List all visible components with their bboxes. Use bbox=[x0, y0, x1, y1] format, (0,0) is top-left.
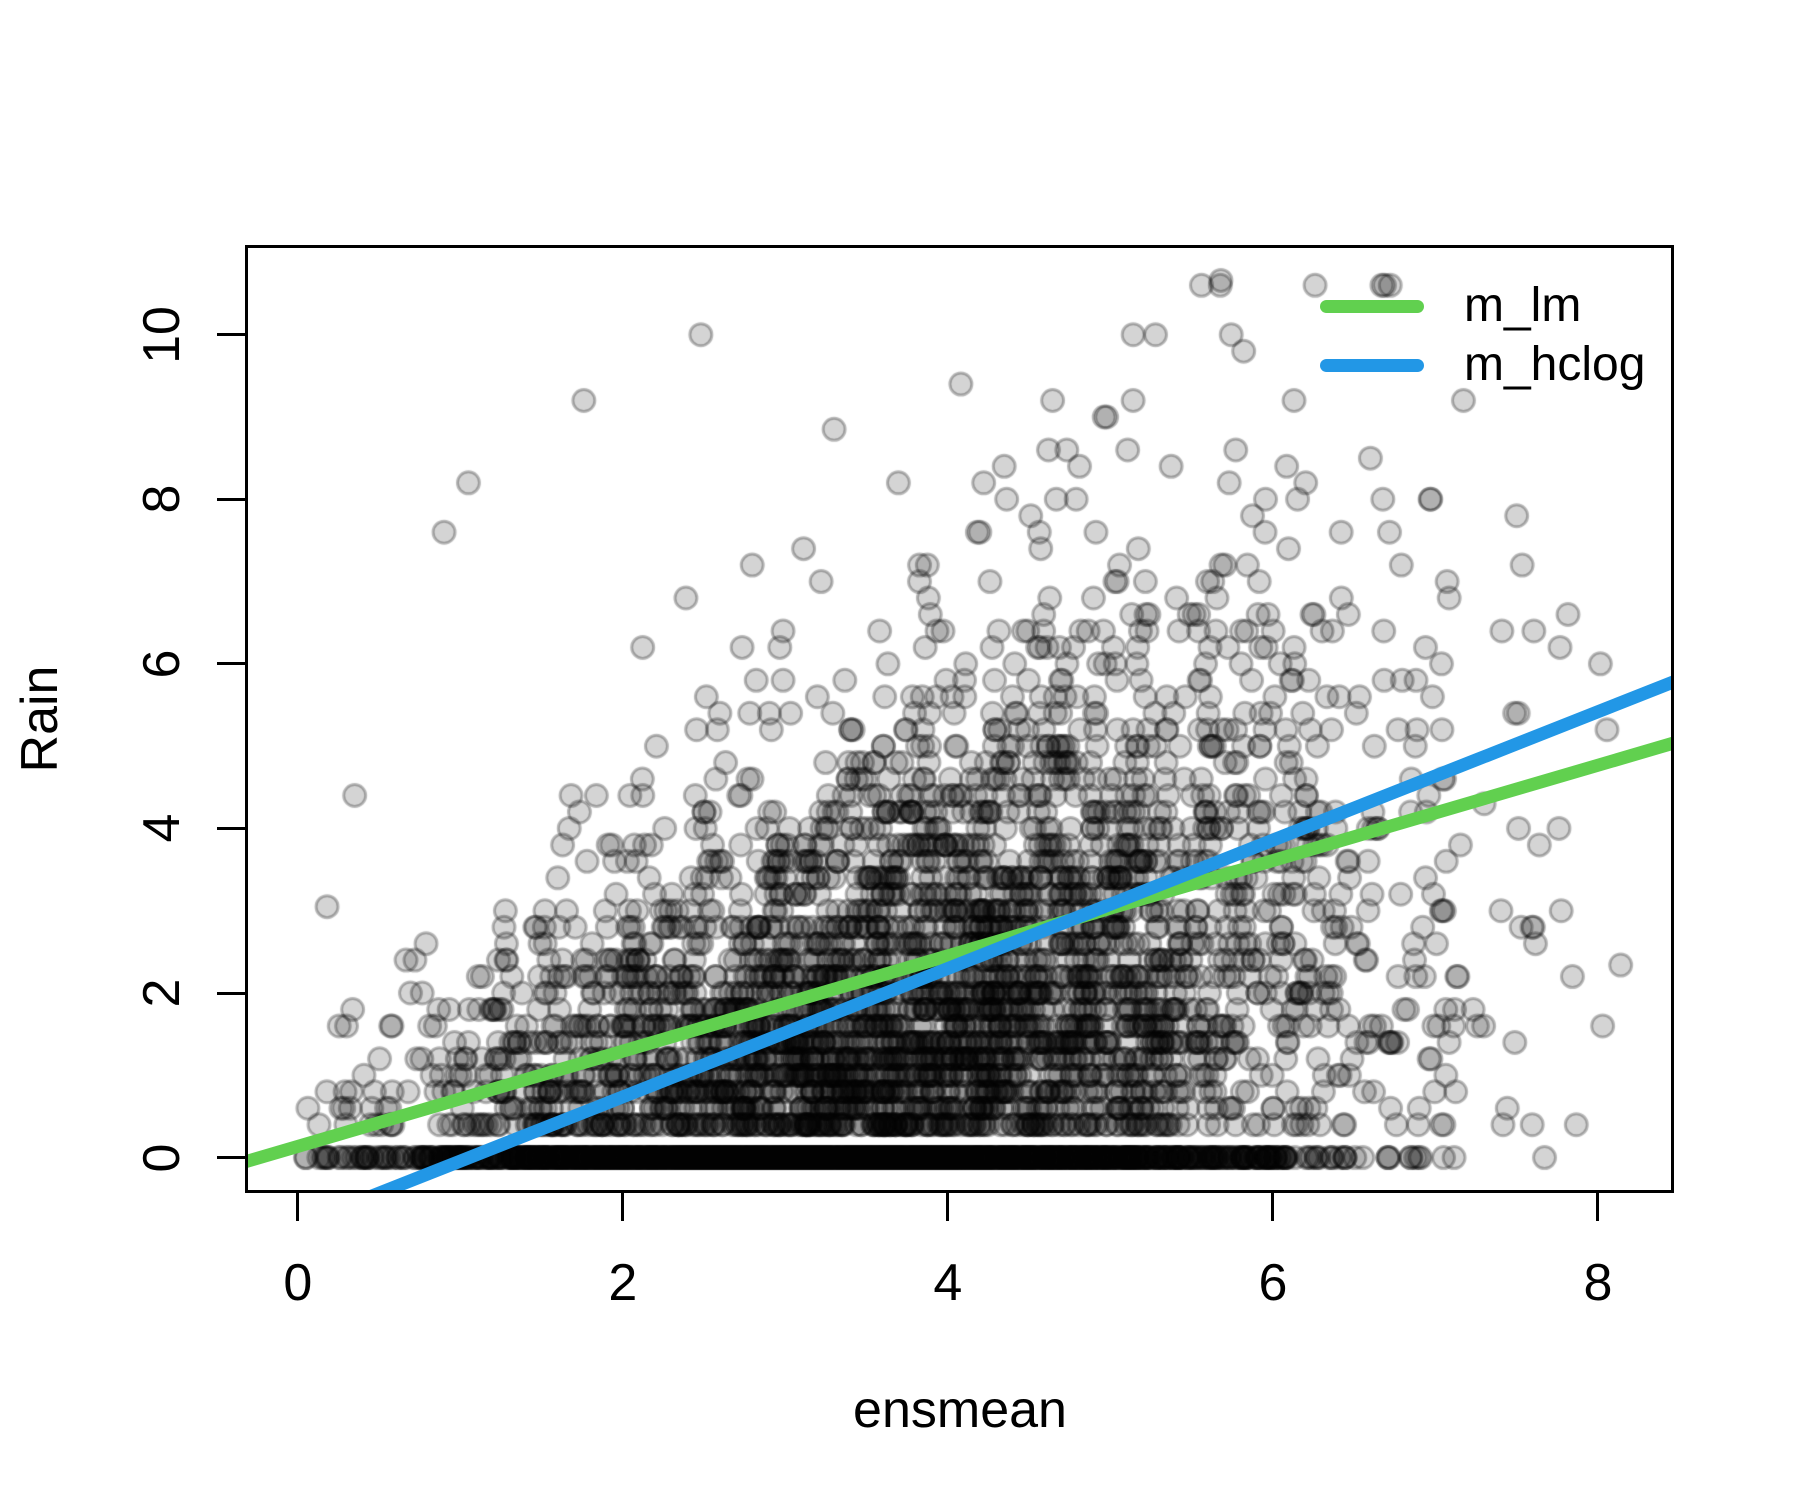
x-tick-label: 4 bbox=[933, 1254, 963, 1312]
legend-label-m-lm: m_lm bbox=[1464, 279, 1582, 332]
x-axis-tick bbox=[1596, 1193, 1600, 1221]
x-axis-tick bbox=[946, 1193, 950, 1221]
y-axis-tick bbox=[217, 1156, 245, 1160]
y-tick-label: 10 bbox=[133, 305, 191, 364]
y-tick-label: 8 bbox=[133, 484, 191, 514]
y-axis-tick bbox=[217, 826, 245, 830]
y-axis-tick bbox=[217, 662, 245, 666]
y-tick-label: 0 bbox=[133, 1143, 191, 1173]
y-axis-tick bbox=[217, 991, 245, 995]
x-axis-tick bbox=[1271, 1193, 1275, 1221]
y-axis-title: Rain bbox=[11, 665, 69, 773]
x-axis-tick bbox=[621, 1193, 625, 1221]
legend-label-m-hclog: m_hclog bbox=[1464, 338, 1646, 391]
x-tick-label: 6 bbox=[1258, 1254, 1288, 1312]
x-tick-label: 0 bbox=[283, 1254, 313, 1312]
plot-box bbox=[245, 245, 1674, 1193]
x-tick-label: 2 bbox=[608, 1254, 638, 1312]
m_hclog-regression-line bbox=[369, 675, 1671, 1190]
x-axis-title: ensmean bbox=[853, 1381, 1067, 1439]
y-axis-tick bbox=[217, 497, 245, 501]
legend-swatch-m-hclog-line bbox=[1320, 358, 1424, 372]
x-tick-label: 8 bbox=[1583, 1254, 1613, 1312]
plot-area bbox=[248, 248, 1671, 1190]
y-tick-label: 2 bbox=[133, 978, 191, 1008]
y-tick-label: 4 bbox=[133, 813, 191, 843]
x-axis-tick bbox=[296, 1193, 300, 1221]
y-axis-tick bbox=[217, 333, 245, 337]
regression-lines-layer bbox=[248, 675, 1671, 1190]
scatter-points-layer bbox=[248, 248, 1671, 1190]
m_lm-regression-line bbox=[248, 737, 1671, 1168]
legend-swatch-m-lm-line bbox=[1320, 299, 1424, 313]
y-tick-label: 6 bbox=[133, 649, 191, 679]
